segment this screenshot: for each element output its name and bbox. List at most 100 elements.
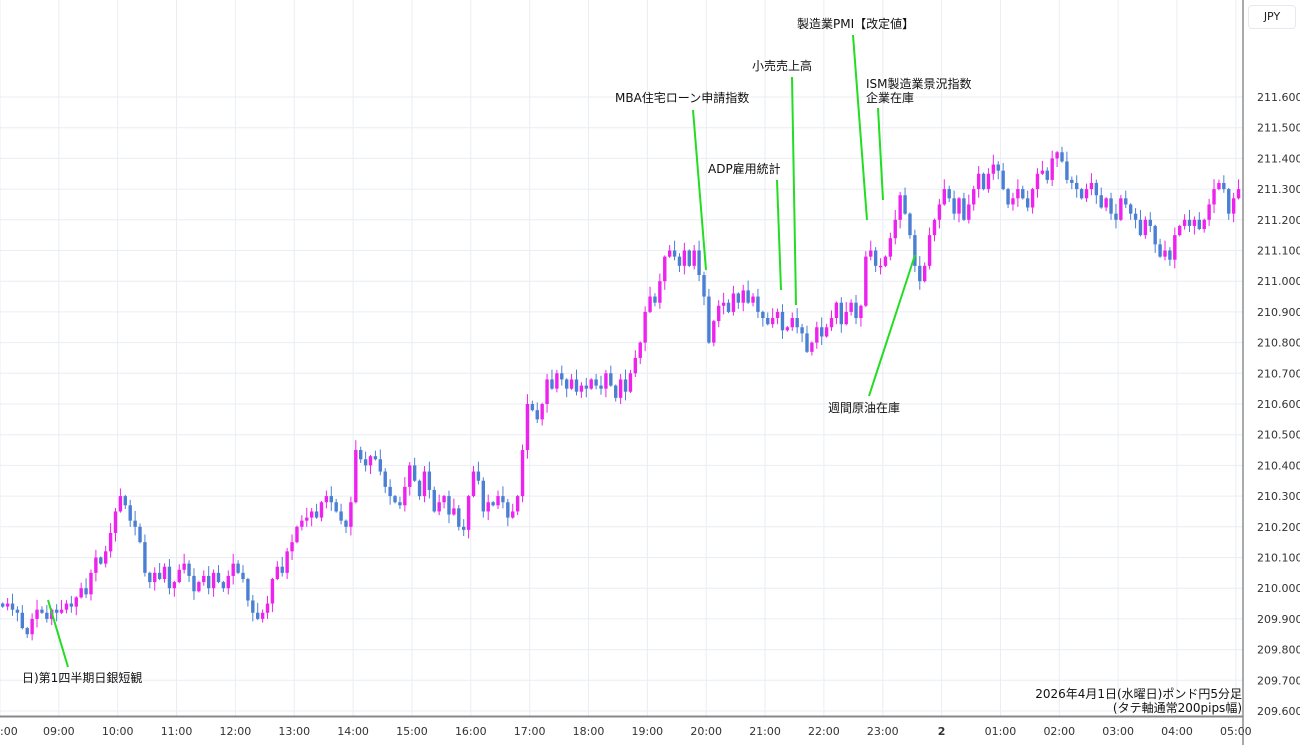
candle-body bbox=[506, 502, 510, 518]
annotation-crude-oil: 週間原油在庫 bbox=[828, 401, 901, 415]
candle-body bbox=[1, 603, 5, 607]
candle-body bbox=[1079, 189, 1084, 199]
annotation-line bbox=[47, 599, 69, 668]
candle-body bbox=[388, 486, 392, 497]
candle-body bbox=[1104, 198, 1108, 208]
candle-body bbox=[564, 379, 569, 389]
candle-body bbox=[496, 496, 500, 506]
candle-body bbox=[972, 189, 976, 205]
candle-body bbox=[334, 502, 338, 512]
annotation-line bbox=[776, 179, 782, 291]
candle-body bbox=[452, 508, 456, 515]
currency-label[interactable]: JPY bbox=[1248, 5, 1296, 29]
candle-body bbox=[383, 471, 387, 487]
candle-body bbox=[251, 600, 255, 613]
candle-body bbox=[300, 520, 304, 527]
annotation-inventories: 企業在庫 bbox=[866, 91, 915, 105]
candle-body bbox=[873, 250, 878, 266]
candle-body bbox=[157, 572, 162, 579]
x-tick-label: 12:00 bbox=[220, 725, 252, 738]
candle-body bbox=[741, 290, 745, 303]
candle-body bbox=[628, 373, 633, 392]
annotation-adp: ADP雇用統計 bbox=[708, 162, 781, 176]
candle-body bbox=[1227, 189, 1231, 214]
annotation-line bbox=[692, 109, 707, 271]
candle-body bbox=[447, 496, 451, 515]
candle-body bbox=[614, 385, 618, 398]
candle-body bbox=[187, 563, 191, 576]
x-tick-label: 15:00 bbox=[396, 725, 428, 738]
candle-body bbox=[143, 542, 147, 573]
candle-body bbox=[373, 456, 378, 460]
candle-body bbox=[1006, 189, 1010, 205]
candle-body bbox=[1011, 198, 1015, 205]
candle-body bbox=[1016, 189, 1020, 199]
candle-body bbox=[731, 293, 736, 312]
candle-body bbox=[30, 618, 34, 635]
candle-body bbox=[555, 373, 559, 389]
candle-body bbox=[265, 603, 270, 613]
x-tick-label: 21:00 bbox=[749, 725, 781, 738]
candle-body bbox=[79, 588, 83, 598]
annotation-line bbox=[791, 76, 797, 306]
candle-body bbox=[677, 256, 682, 266]
candle-body bbox=[1094, 182, 1099, 196]
candle-body bbox=[633, 357, 638, 374]
candle-body bbox=[1099, 195, 1103, 208]
candle-body bbox=[148, 572, 152, 583]
candle-body bbox=[525, 404, 530, 451]
candle-body bbox=[888, 238, 893, 257]
candle-body bbox=[481, 480, 486, 512]
candle-body bbox=[1158, 244, 1162, 257]
candle-body bbox=[457, 508, 461, 527]
candle-body bbox=[952, 198, 956, 214]
candle-body bbox=[721, 302, 726, 306]
candle-body bbox=[520, 450, 525, 497]
candle-body bbox=[599, 385, 603, 389]
candle-body bbox=[103, 551, 108, 564]
candle-body bbox=[1040, 170, 1045, 174]
candle-body bbox=[25, 628, 29, 635]
candle-body bbox=[967, 204, 971, 220]
candle-body bbox=[638, 342, 642, 358]
candle-body bbox=[643, 311, 647, 343]
candle-body bbox=[182, 563, 186, 570]
candle-body bbox=[408, 465, 412, 487]
candle-body bbox=[986, 173, 991, 190]
candle-body bbox=[795, 318, 799, 328]
candle-body bbox=[15, 609, 20, 613]
candle-body bbox=[898, 195, 902, 220]
y-tick-label: 209.900 bbox=[1257, 613, 1300, 626]
candle-body bbox=[241, 572, 245, 579]
y-tick-label: 210.400 bbox=[1257, 459, 1300, 472]
candle-body bbox=[584, 385, 588, 389]
candle-body bbox=[167, 566, 172, 589]
candle-body bbox=[442, 496, 446, 503]
candle-body bbox=[1143, 219, 1148, 236]
candle-body bbox=[746, 290, 750, 303]
candle-body bbox=[1212, 189, 1216, 205]
candle-body bbox=[280, 566, 284, 573]
candle-body bbox=[1025, 198, 1030, 208]
x-tick-label: :00 bbox=[0, 725, 18, 738]
candle-body bbox=[1124, 198, 1128, 205]
candle-body bbox=[211, 572, 216, 589]
candle-body bbox=[275, 566, 280, 579]
candle-body bbox=[663, 256, 667, 282]
candle-body bbox=[89, 572, 93, 595]
candle-body bbox=[1163, 250, 1167, 257]
candle-body bbox=[1030, 189, 1035, 208]
candle-body bbox=[10, 603, 15, 610]
candle-body bbox=[751, 296, 755, 303]
candle-body bbox=[295, 526, 299, 543]
y-tick-label: 210.500 bbox=[1257, 429, 1300, 442]
candle-body bbox=[726, 302, 731, 312]
annotation-line bbox=[877, 107, 884, 201]
candle-body bbox=[707, 296, 711, 343]
x-tick-label: 13:00 bbox=[278, 725, 310, 738]
candle-body bbox=[202, 575, 206, 583]
candle-body bbox=[118, 496, 123, 512]
candle-body bbox=[1207, 204, 1211, 220]
candle-body bbox=[604, 373, 608, 389]
candle-body bbox=[246, 578, 250, 601]
